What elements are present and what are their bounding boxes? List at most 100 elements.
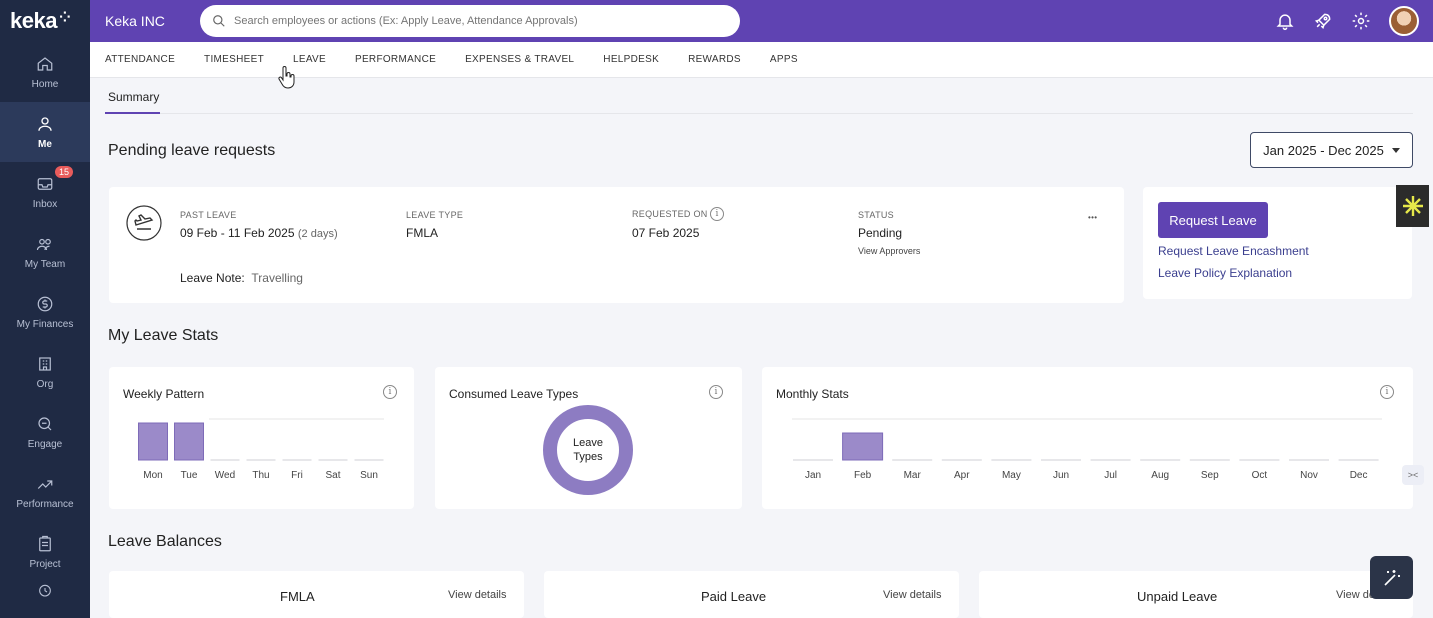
airplane-icon	[126, 205, 162, 241]
status-value: Pending	[858, 226, 903, 240]
pending-title: Pending leave requests	[108, 142, 276, 159]
top-icons	[1275, 6, 1419, 36]
tab-leave[interactable]: LEAVE	[292, 54, 326, 65]
top-bar: Keka INC	[90, 0, 1433, 42]
tick-label-jan: Jan	[805, 470, 821, 481]
stats-title: My Leave Stats	[108, 327, 219, 344]
requested-on-value: 07 Feb 2025	[632, 226, 700, 240]
weekly-pattern-title: Weekly Pattern	[123, 387, 205, 401]
hand-cursor-icon	[278, 66, 295, 89]
sidebar-item-org[interactable]: Org	[0, 342, 90, 402]
bar-mon[interactable]	[138, 422, 168, 461]
tick-label-wed: Wed	[215, 470, 235, 481]
search-box[interactable]	[200, 5, 740, 37]
performance-icon	[37, 479, 53, 489]
balance-card-name: FMLA	[280, 589, 315, 604]
sidebar-item-performance[interactable]: Performance	[0, 462, 90, 522]
date-range-dropdown[interactable]: Jan 2025 - Dec 2025	[1250, 132, 1413, 168]
bell-icon[interactable]	[1275, 11, 1295, 31]
tick-label-dec: Dec	[1350, 470, 1368, 481]
tick-label-may: May	[1002, 470, 1021, 481]
leave-type-label: LEAVE TYPE	[406, 210, 464, 220]
sidebar-item-label: Performance	[16, 498, 74, 510]
tick-label-sun: Sun	[360, 470, 378, 481]
avatar[interactable]	[1389, 6, 1419, 36]
bar-tue[interactable]	[174, 422, 204, 461]
tick-label-apr: Apr	[954, 470, 970, 481]
sidebar-item-home[interactable]: Home	[0, 42, 90, 102]
tick-label-aug: Aug	[1151, 470, 1169, 481]
engage-icon	[38, 416, 52, 430]
tick-label-tue: Tue	[181, 470, 198, 481]
past-leave-days: (2 days)	[297, 228, 338, 240]
logo-spark-icon: ⁘	[58, 8, 71, 25]
tab-attendance[interactable]: ATTENDANCE	[105, 54, 176, 65]
active-tab-underline	[105, 112, 160, 114]
sidebar-item-inbox[interactable]: 15 Inbox	[0, 162, 90, 222]
leave-note-label: Leave Note:	[180, 271, 245, 285]
info-icon[interactable]: i	[383, 385, 397, 399]
tick-label-jun: Jun	[1053, 470, 1069, 481]
date-range-value: Jan 2025 - Dec 2025	[1263, 142, 1384, 158]
org-icon	[39, 356, 51, 371]
sidebar: keka ⁘ Home Me 15 Inbox My Team My Finan…	[0, 0, 90, 618]
leave-policy-link[interactable]: Leave Policy Explanation	[1158, 266, 1293, 280]
asterisk-icon	[1402, 196, 1423, 216]
rocket-icon[interactable]	[1313, 11, 1333, 31]
tick-label-mon: Mon	[143, 470, 162, 481]
caret-down-icon	[1391, 147, 1400, 153]
tab-rewards[interactable]: REWARDS	[688, 54, 741, 65]
magic-wand-icon	[1383, 569, 1400, 586]
tick-label-thu: Thu	[252, 470, 269, 481]
inbox-icon	[37, 177, 53, 190]
view-details-link[interactable]: View details	[448, 589, 507, 601]
tab-performance[interactable]: PERFORMANCE	[354, 54, 437, 65]
view-approvers-link[interactable]: View Approvers	[858, 246, 921, 256]
info-icon[interactable]: i	[710, 207, 724, 221]
ai-assistant-button[interactable]	[1370, 556, 1413, 599]
sidebar-item-my-finances[interactable]: My Finances	[0, 282, 90, 342]
project-icon	[39, 535, 51, 551]
past-leave-dates: 09 Feb - 11 Feb 2025 (2 days)	[180, 226, 338, 240]
tick-label-mar: Mar	[904, 470, 922, 481]
tick-label-nov: Nov	[1300, 470, 1318, 481]
tab-timesheet[interactable]: TIMESHEET	[204, 54, 264, 65]
tab-apps[interactable]: APPS	[769, 54, 798, 65]
weekly-pattern-card: Weekly Pattern i Mon Tue Wed Thu Fri Sat Sun	[109, 367, 414, 509]
donut-slice-fmla[interactable]	[543, 405, 633, 495]
tab-helpdesk[interactable]: HELPDESK	[603, 54, 660, 65]
sidebar-item-me[interactable]: Me	[0, 102, 90, 162]
request-encashment-link[interactable]: Request Leave Encashment	[1158, 244, 1309, 258]
tab-summary[interactable]: Summary	[108, 90, 160, 104]
sidebar-item-label: My Team	[24, 258, 66, 270]
more-options-icon[interactable]: •••	[1088, 213, 1098, 222]
org-name[interactable]: Keka INC	[105, 13, 165, 29]
sub-tabs: Summary	[105, 78, 1413, 114]
tick-label-sep: Sep	[1201, 470, 1219, 481]
request-leave-button[interactable]: Request Leave	[1158, 202, 1268, 238]
gear-icon[interactable]	[1351, 11, 1371, 31]
bar-feb[interactable]	[842, 432, 884, 461]
balance-card-paid-leave: Paid Leave View details	[544, 571, 959, 618]
sidebar-item-project[interactable]: Project	[0, 522, 90, 582]
user-icon	[38, 116, 52, 131]
collapse-panel-button[interactable]: ><	[1402, 465, 1424, 485]
sidebar-item-my-team[interactable]: My Team	[0, 222, 90, 282]
leave-note-value: Travelling	[251, 271, 303, 285]
info-icon[interactable]: i	[709, 385, 723, 399]
tab-expenses-travel[interactable]: EXPENSES & TRAVEL	[465, 54, 575, 65]
tick-label-sat: Sat	[325, 470, 340, 481]
info-icon[interactable]: i	[1380, 385, 1394, 399]
search-input[interactable]	[234, 15, 714, 27]
sidebar-item-more[interactable]	[0, 582, 90, 604]
finance-icon	[37, 296, 53, 311]
keka-logo[interactable]: keka ⁘	[0, 0, 90, 42]
inbox-badge: 15	[55, 166, 74, 178]
sidebar-item-engage[interactable]: Engage	[0, 402, 90, 462]
asterisk-widget[interactable]	[1396, 185, 1429, 227]
view-details-link[interactable]: View details	[883, 589, 942, 601]
weekly-pattern-chart: Mon Tue Wed Thu Fri Sat Sun	[138, 418, 384, 481]
sidebar-item-label: Project	[29, 558, 61, 570]
monthly-stats-card: Monthly Stats i Jan Feb Mar Apr May Jun Jul Aug…	[762, 367, 1413, 509]
tick-label-oct: Oct	[1252, 470, 1268, 481]
